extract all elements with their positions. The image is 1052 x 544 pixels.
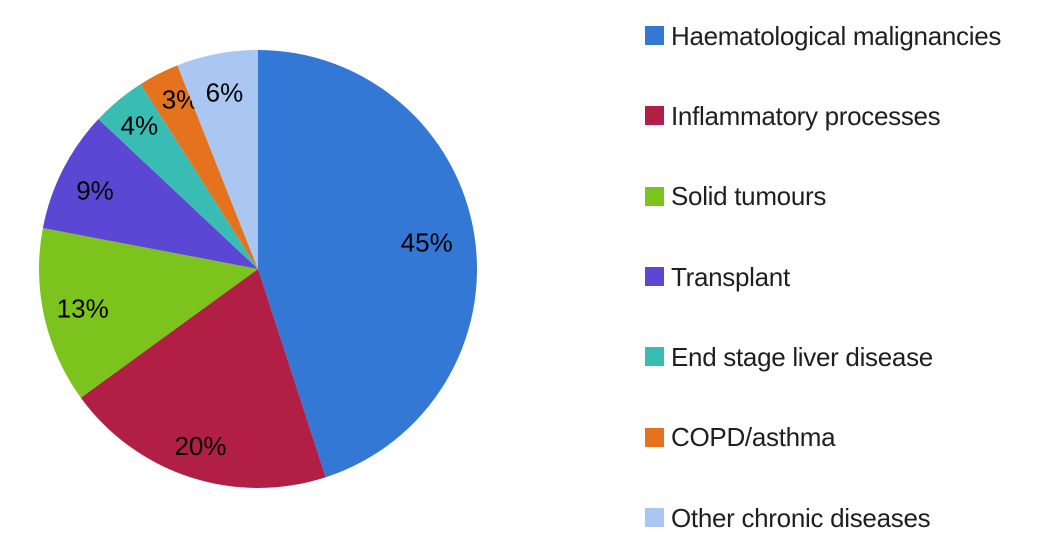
slice-label-haematological-malignancies: 45% [401,227,453,257]
legend-item-transplant: Transplant [645,257,790,297]
slice-label-transplant: 9% [76,176,114,206]
legend-label: Transplant [671,261,790,292]
legend-swatch-icon [645,427,664,447]
legend-item-other-chronic-diseases: Other chronic diseases [645,498,931,538]
legend-swatch-icon [645,508,664,527]
pie-slice-copd-asthma [140,65,258,269]
legend-swatch-icon [645,267,664,286]
pie-slice-inflammatory-processes [80,269,326,488]
pie-slice-transplant [42,119,258,269]
slice-label-end-stage-liver-disease: 4% [121,111,159,141]
legend-label: Haematological malignancies [671,20,1002,51]
legend-item-inflammatory-processes: Inflammatory processes [645,96,941,136]
legend-swatch-icon [645,347,664,367]
legend-item-end-stage-liver-disease: End stage liver disease [645,337,933,377]
legend-label: Inflammatory processes [671,100,941,131]
legend-label: Solid tumours [671,181,827,212]
pie-slice-haematological-malignancies [258,50,477,478]
legend-item-copd-asthma: COPD/asthma [645,417,836,457]
slice-label-solid-tumours: 13% [57,293,109,323]
legend-label: COPD/asthma [671,422,836,453]
legend-swatch-icon [645,106,664,126]
pie-chart: 45%20%13%9%4%3% 6% [39,50,477,488]
pie-slice-solid-tumours [39,227,258,398]
legend-swatch-icon [645,26,664,45]
slice-label-other-chronic-diseases: 6% [206,78,244,108]
legend-item-haematological-malignancies: Haematological malignancies [645,16,1001,56]
slice-label-inflammatory-processes: 20% [174,431,226,461]
chart-legend: Haematological malignancies Inflammatory … [645,0,1050,544]
legend-item-solid-tumours: Solid tumours [645,176,826,216]
legend-swatch-icon [645,186,664,206]
pie-slice-end-stage-liver-disease [98,84,258,269]
legend-label: Other chronic diseases [671,502,931,533]
pie-slice-other-chronic-diseases [177,50,258,269]
legend-label: End stage liver disease [671,341,933,372]
